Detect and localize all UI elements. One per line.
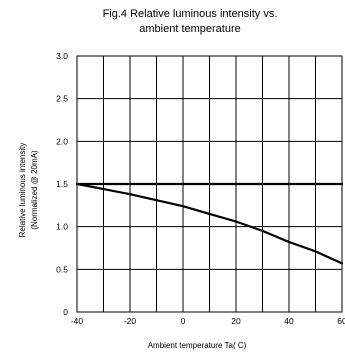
chart-title-line-2: ambient temperature xyxy=(139,23,241,35)
y-tick-label: 2.5 xyxy=(56,94,68,104)
chart-title-line-1: Fig.4 Relative luminous intensity vs. xyxy=(103,8,278,20)
y-axis-label-line-1: Relative luminous intensity xyxy=(18,143,27,238)
y-tick-label: 0 xyxy=(63,307,68,317)
x-tick-label: 20 xyxy=(231,316,241,326)
x-tick-label: -40 xyxy=(71,316,84,326)
y-tick-label: 2.0 xyxy=(56,136,68,146)
y-tick-label: 3.0 xyxy=(56,51,68,61)
x-axis-ticks: -40 -20 0 20 40 60 xyxy=(71,316,345,326)
x-axis-label: Ambient temperature Ta( C) xyxy=(148,341,247,350)
y-tick-label: 1.0 xyxy=(56,222,68,232)
x-tick-label: -20 xyxy=(124,316,137,326)
x-tick-label: 60 xyxy=(337,316,345,326)
series-layer xyxy=(75,182,344,265)
y-axis-ticks: 0 0.5 1.0 1.5 2.0 2.5 3.0 xyxy=(56,51,68,317)
x-tick-label: 40 xyxy=(284,316,294,326)
y-axis-label-line-2: (Normalized @ 20mA) xyxy=(30,150,39,230)
x-tick-label: 0 xyxy=(181,316,186,326)
y-tick-label: 1.5 xyxy=(56,179,68,189)
series-line-2 xyxy=(75,182,344,265)
plot-frame xyxy=(76,55,343,313)
y-tick-label: 0.5 xyxy=(56,264,68,274)
